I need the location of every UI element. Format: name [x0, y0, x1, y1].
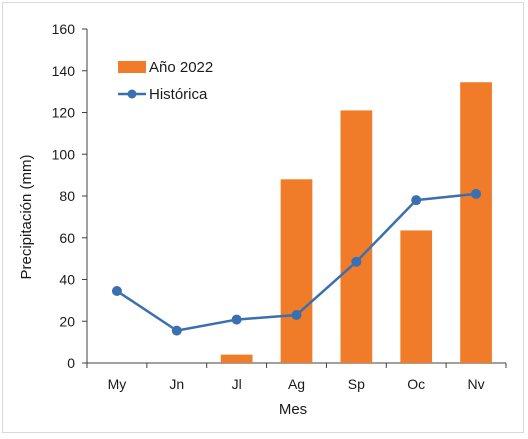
line-point: [471, 188, 482, 199]
y-tick-label: 160: [52, 21, 76, 37]
x-axis-title: Mes: [279, 401, 307, 418]
y-axis-title: Precipitación (mm): [18, 154, 35, 279]
y-tick-label: 140: [52, 63, 76, 79]
chart-frame: 0 20 40 60 80 100 120 140 160 My Jn Jl Ag Sp Oc Nv Mes…: [2, 2, 524, 433]
line-point: [291, 309, 302, 320]
x-tick-label: Oc: [407, 376, 425, 392]
y-tick-label: 60: [59, 230, 75, 246]
legend-label-line: Histórica: [149, 86, 208, 103]
x-ticks: My Jn Jl Ag Sp Oc Nv: [86, 363, 507, 392]
bar: [280, 179, 313, 363]
bar: [400, 230, 433, 363]
bar-series: [220, 82, 492, 363]
line-point: [411, 195, 422, 206]
legend-swatch-bar: [118, 61, 146, 73]
y-tick-label: 0: [67, 355, 75, 371]
line-point: [171, 325, 182, 336]
legend: Año 2022 Histórica: [118, 59, 213, 103]
legend-swatch-marker: [127, 89, 137, 99]
bar: [460, 82, 492, 363]
line-series: [111, 188, 482, 336]
y-tick-label: 100: [52, 146, 76, 162]
y-ticks: 0 20 40 60 80 100 120 140 160: [52, 21, 87, 371]
line-point: [351, 256, 362, 267]
x-tick-label: Jl: [232, 376, 242, 392]
bar: [220, 354, 253, 363]
x-tick-label: Nv: [468, 376, 485, 392]
line-point: [231, 314, 242, 325]
chart: 0 20 40 60 80 100 120 140 160 My Jn Jl Ag Sp Oc Nv Mes…: [18, 21, 507, 418]
y-tick-label: 120: [52, 105, 76, 121]
x-tick-label: My: [108, 376, 127, 392]
legend-label-bar: Año 2022: [149, 59, 213, 76]
y-tick-label: 80: [59, 188, 75, 204]
x-tick-label: Ag: [288, 376, 305, 392]
x-tick-label: Sp: [348, 376, 365, 392]
y-tick-label: 40: [59, 272, 75, 288]
bar: [340, 110, 373, 363]
y-tick-label: 20: [59, 313, 75, 329]
x-tick-label: Jn: [169, 376, 184, 392]
line-point: [111, 285, 122, 296]
